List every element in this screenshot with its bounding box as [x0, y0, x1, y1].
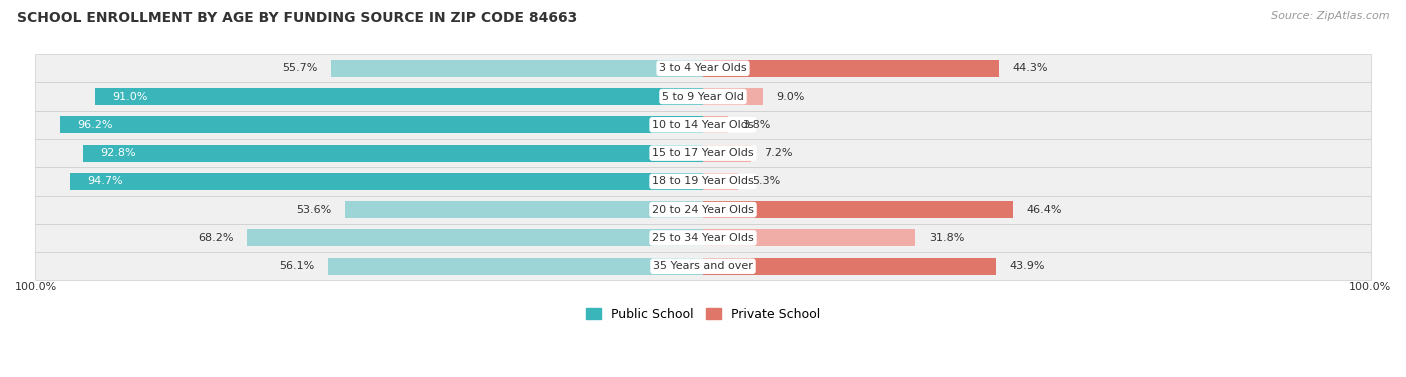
- Text: 96.2%: 96.2%: [77, 120, 112, 130]
- Bar: [35, 196, 1371, 224]
- Text: 46.4%: 46.4%: [1026, 205, 1062, 215]
- Bar: [703, 88, 763, 105]
- Text: Source: ZipAtlas.com: Source: ZipAtlas.com: [1271, 11, 1389, 21]
- Bar: [703, 145, 751, 162]
- Bar: [35, 167, 1371, 196]
- Text: 55.7%: 55.7%: [283, 63, 318, 73]
- Text: 100.0%: 100.0%: [1348, 282, 1391, 292]
- Bar: [703, 173, 738, 190]
- Text: 56.1%: 56.1%: [280, 261, 315, 271]
- Bar: [35, 54, 1371, 83]
- Text: 3 to 4 Year Olds: 3 to 4 Year Olds: [659, 63, 747, 73]
- Bar: [35, 83, 1371, 111]
- Bar: [35, 111, 1371, 139]
- Text: 100.0%: 100.0%: [15, 282, 58, 292]
- Legend: Public School, Private School: Public School, Private School: [581, 303, 825, 326]
- Text: 68.2%: 68.2%: [198, 233, 233, 243]
- Bar: [83, 145, 703, 162]
- Bar: [60, 116, 703, 133]
- Text: 9.0%: 9.0%: [776, 92, 804, 101]
- Text: 3.8%: 3.8%: [742, 120, 770, 130]
- Text: 25 to 34 Year Olds: 25 to 34 Year Olds: [652, 233, 754, 243]
- Bar: [96, 88, 703, 105]
- Bar: [328, 258, 703, 275]
- Bar: [344, 201, 703, 218]
- Text: 7.2%: 7.2%: [765, 148, 793, 158]
- Bar: [70, 173, 703, 190]
- Text: 44.3%: 44.3%: [1012, 63, 1047, 73]
- Text: 5.3%: 5.3%: [752, 176, 780, 186]
- Text: 15 to 17 Year Olds: 15 to 17 Year Olds: [652, 148, 754, 158]
- Text: 18 to 19 Year Olds: 18 to 19 Year Olds: [652, 176, 754, 186]
- Text: 43.9%: 43.9%: [1010, 261, 1045, 271]
- Text: SCHOOL ENROLLMENT BY AGE BY FUNDING SOURCE IN ZIP CODE 84663: SCHOOL ENROLLMENT BY AGE BY FUNDING SOUR…: [17, 11, 576, 25]
- Bar: [330, 60, 703, 77]
- Bar: [703, 230, 915, 247]
- Bar: [35, 252, 1371, 280]
- Bar: [35, 224, 1371, 252]
- Text: 20 to 24 Year Olds: 20 to 24 Year Olds: [652, 205, 754, 215]
- Text: 35 Years and over: 35 Years and over: [652, 261, 754, 271]
- Bar: [703, 258, 997, 275]
- Bar: [703, 116, 728, 133]
- Bar: [703, 60, 998, 77]
- Text: 5 to 9 Year Old: 5 to 9 Year Old: [662, 92, 744, 101]
- Text: 53.6%: 53.6%: [297, 205, 332, 215]
- Bar: [35, 139, 1371, 167]
- Text: 10 to 14 Year Olds: 10 to 14 Year Olds: [652, 120, 754, 130]
- Text: 91.0%: 91.0%: [112, 92, 148, 101]
- Text: 92.8%: 92.8%: [100, 148, 135, 158]
- Bar: [703, 201, 1012, 218]
- Text: 94.7%: 94.7%: [87, 176, 122, 186]
- Text: 31.8%: 31.8%: [929, 233, 965, 243]
- Bar: [247, 230, 703, 247]
